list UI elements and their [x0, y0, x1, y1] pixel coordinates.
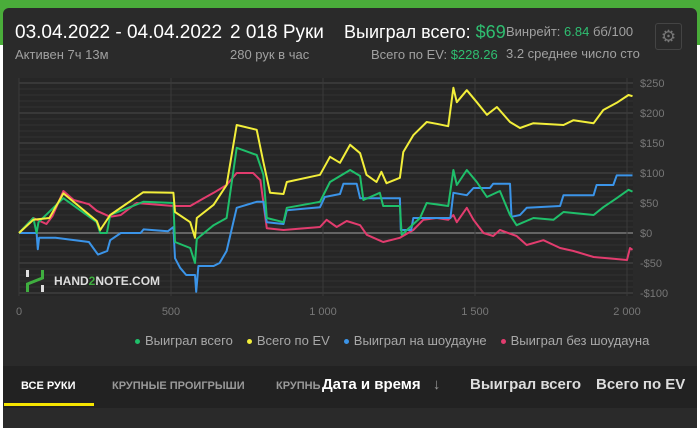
active-tab-indicator	[4, 403, 94, 406]
ev-value: $228.26	[450, 47, 498, 62]
chart-legend: Выиграл всего Всего по EV Выиграл на шоу…	[135, 333, 649, 348]
hands-count: 2 018 Руки	[230, 22, 324, 43]
x-tick-label: 1 000	[309, 306, 337, 318]
legend-dot	[500, 339, 506, 345]
winrate-unit: бб/100	[592, 24, 634, 39]
y-tick-label: $100	[640, 168, 664, 180]
legend-item-ev[interactable]: Всего по EV	[246, 333, 330, 348]
series-line-0	[18, 146, 633, 264]
sort-down-icon: ↓	[432, 376, 441, 393]
series-line-3	[18, 172, 634, 261]
winrate: Винрейт: 6.84 бб/100	[506, 24, 633, 39]
x-tick-label: 0	[16, 306, 22, 318]
y-tick-label: $150	[640, 138, 664, 150]
x-tick-label: 2 000	[613, 306, 641, 318]
legend-item-showdown[interactable]: Выиграл на шоудауне	[343, 333, 487, 348]
won-total: Выиграл всего: $69	[344, 22, 506, 43]
hand2note-logo: HAND2NOTE.COM	[24, 270, 160, 292]
tab-bar: ВСЕ РУКИ КРУПНЫЕ ПРОИГРЫШИ КРУПНЬ Дата и…	[3, 366, 697, 408]
y-tick-label: $0	[640, 228, 652, 240]
active-time: Активен 7ч 13м	[15, 47, 109, 62]
gear-icon[interactable]: ⚙	[655, 23, 682, 50]
legend-dot	[135, 339, 140, 345]
hands-per-hour: 280 рук в час	[230, 47, 310, 62]
winrate-value: 6.84	[564, 24, 590, 39]
legend-dot	[246, 339, 252, 345]
y-tick-label: -$100	[640, 288, 668, 300]
column-won-total[interactable]: Выиграл всего	[470, 376, 582, 393]
legend-item-won[interactable]: Выиграл всего	[135, 333, 233, 348]
plot-area	[19, 78, 633, 296]
y-tick-label: $50	[640, 198, 658, 210]
won-value: $69	[475, 22, 506, 42]
avg-tables: 3.2 среднее число сто	[506, 46, 640, 61]
y-tick-label: $200	[640, 108, 664, 120]
hand2note-logo-icon	[26, 270, 44, 292]
won-label: Выиграл всего:	[344, 22, 471, 42]
x-tick-label: 1 500	[461, 306, 489, 318]
winrate-label: Винрейт:	[506, 24, 561, 39]
column-ev-total[interactable]: Всего по EV	[596, 376, 686, 393]
x-tick-label: 500	[162, 306, 180, 318]
tab-big-losses[interactable]: КРУПНЫЕ ПРОИГРЫШИ	[112, 380, 245, 392]
date-range: 03.04.2022 - 04.04.2022	[15, 22, 223, 43]
column-date-time[interactable]: Дата и время ↓	[322, 376, 441, 393]
y-tick-label: $250	[640, 78, 664, 90]
y-tick-label: -$50	[640, 258, 662, 270]
tab-all-hands[interactable]: ВСЕ РУКИ	[21, 380, 76, 392]
tab-big-wins[interactable]: КРУПНЬ	[276, 380, 321, 392]
legend-item-non-showdown[interactable]: Выиграл без шоудауна	[500, 333, 649, 348]
profit-chart: 0 500 1 000 1 500 2 000 $250 $200 $150 $100 $50 $0…	[16, 78, 668, 318]
ev-total: Всего по EV: $228.26	[371, 47, 498, 62]
series-line-1	[18, 86, 633, 239]
legend-dot	[343, 339, 349, 345]
ev-label: Всего по EV:	[371, 47, 448, 62]
